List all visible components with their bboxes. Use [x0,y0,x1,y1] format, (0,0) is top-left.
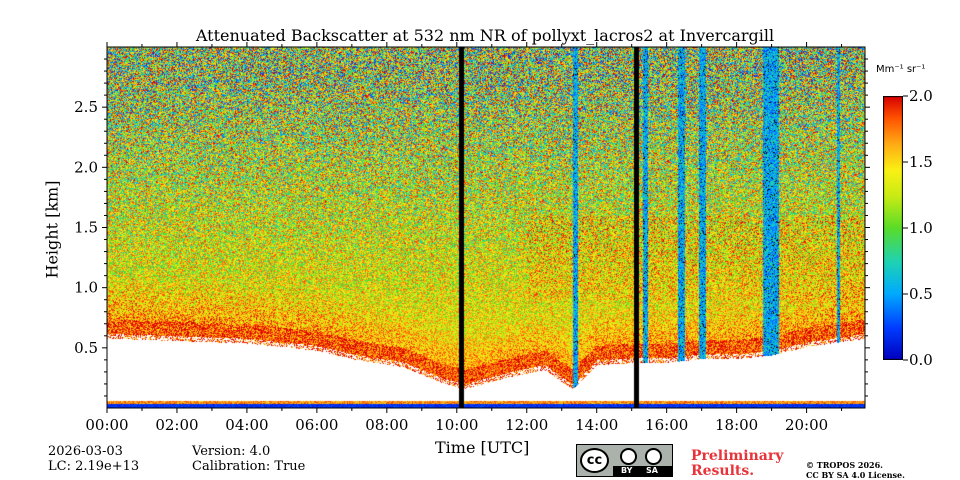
copyright-line2: CC BY SA 4.0 License. [806,470,905,480]
colorbar-tick-label: 1.0 [909,219,933,237]
x-tick-label: 10:00 [435,416,478,434]
colorbar-tick-label: 2.0 [909,87,933,105]
backscatter-heatmap [107,47,865,408]
x-axis-label: Time [UTC] [435,438,530,457]
footer-left: 2026-03-03 LC: 2.19e+13 [48,444,139,474]
preliminary-line1: Preliminary [691,448,784,464]
x-tick-label: 00:00 [85,416,128,434]
x-tick-label: 08:00 [365,416,408,434]
footer-lc: LC: 2.19e+13 [48,459,140,474]
footer-calibration: Calibration: True [192,459,306,474]
x-tick-label: 04:00 [225,416,268,434]
attribution-icon [620,448,637,465]
x-tick-label: 12:00 [505,416,548,434]
share-alike-icon [645,448,662,465]
x-tick-label: 16:00 [645,416,688,434]
cc-icon: cc [580,448,609,473]
preliminary-notice: Preliminary Results. [691,449,783,479]
y-tick-label: 1.0 [74,279,98,297]
by-label: BY [621,466,633,475]
sa-label: SA [646,466,658,475]
colorbar-tick-label: 1.5 [909,153,933,171]
plot-frame [106,46,866,409]
y-tick-label: 1.5 [74,219,98,237]
x-tick-label: 18:00 [715,416,758,434]
y-tick-label: 0.5 [74,339,98,357]
colorbar [883,96,903,360]
footer-version: Version: 4.0 [192,444,271,459]
y-tick-label: 2.0 [74,158,98,176]
x-tick-label: 06:00 [295,416,338,434]
x-tick-label: 14:00 [575,416,618,434]
x-tick-label: 20:00 [785,416,828,434]
cc-badge-strip [613,466,672,476]
footer-version-block: Version: 4.0 Calibration: True [192,444,305,474]
cc-license-badge: cc BY SA [576,444,673,477]
colorbar-tick-label: 0.5 [909,285,933,303]
preliminary-line2: Results. [691,463,755,479]
y-axis-label: Height [km] [42,180,62,279]
chart-title: Attenuated Backscatter at 532 nm NR of p… [195,26,775,45]
x-tick-label: 02:00 [155,416,198,434]
footer-date: 2026-03-03 [48,444,123,459]
copyright-notice: © TROPOS 2026. CC BY SA 4.0 License. [806,460,905,480]
colorbar-tick-label: 0.0 [909,351,933,369]
colorbar-unit: Mm⁻¹ sr⁻¹ [876,64,926,75]
copyright-line1: © TROPOS 2026. [806,460,883,470]
y-tick-label: 2.5 [74,98,98,116]
